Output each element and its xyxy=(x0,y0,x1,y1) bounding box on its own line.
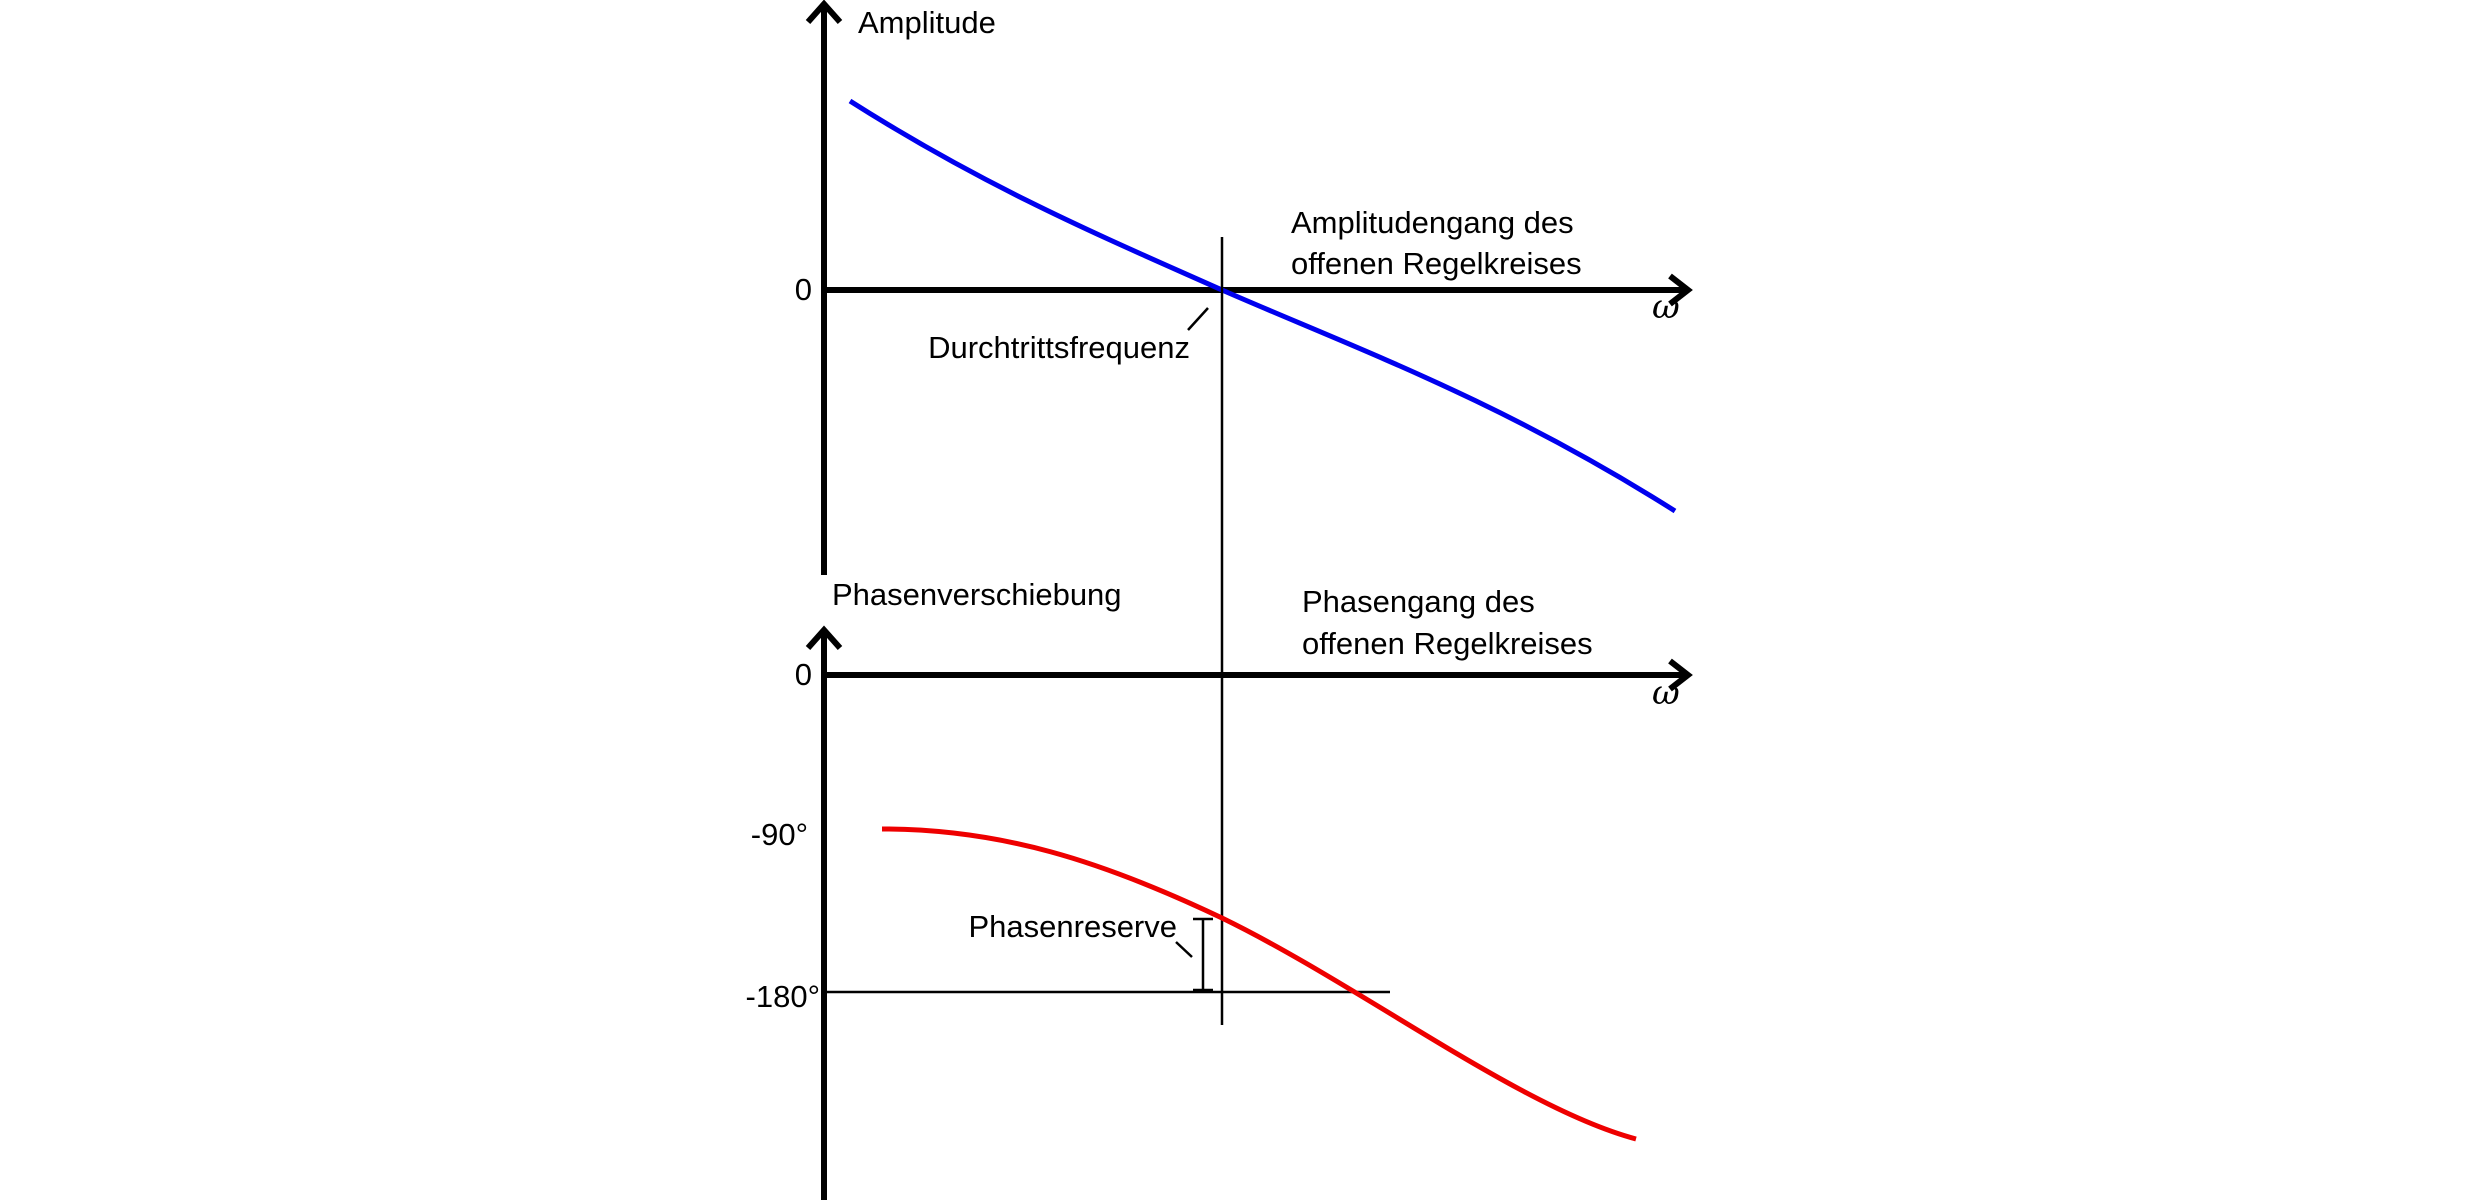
amplitude-omega-label: ω xyxy=(1652,287,1680,327)
phase-tick-minus-90: -90° xyxy=(751,817,808,852)
phase-tick-minus-180: -180° xyxy=(746,979,820,1014)
phase-y-axis-arrowhead xyxy=(805,625,843,650)
phase-omega-label: ω xyxy=(1652,673,1680,713)
phase-margin-label: Phasenreserve xyxy=(968,909,1177,944)
amplitude-curve xyxy=(848,98,1677,514)
amplitude-x-axis-arrowhead xyxy=(1668,273,1693,307)
phase-x-axis-arrowhead xyxy=(1668,658,1693,692)
crossover-frequency-label: Durchtrittsfrequenz xyxy=(928,330,1190,365)
phase-margin-leader-line xyxy=(1175,941,1193,958)
phase-curve-label-line1: Phasengang des xyxy=(1302,584,1535,619)
amplitude-zero-tick-label: 0 xyxy=(795,272,812,307)
amplitude-y-axis-arrowhead xyxy=(805,0,843,24)
crossover-leader-line xyxy=(1187,307,1209,331)
amplitude-curve-label-line1: Amplitudengang des xyxy=(1291,205,1574,240)
amplitude-axis-label: Amplitude xyxy=(858,5,996,40)
phase-zero-tick-label: 0 xyxy=(795,657,812,692)
amplitude-curve-label-line2: offenen Regelkreises xyxy=(1291,246,1582,281)
phase-curve-label-line2: offenen Regelkreises xyxy=(1302,626,1593,661)
phase-axis-label: Phasenverschiebung xyxy=(832,577,1122,612)
phase-curve xyxy=(881,826,1637,1142)
